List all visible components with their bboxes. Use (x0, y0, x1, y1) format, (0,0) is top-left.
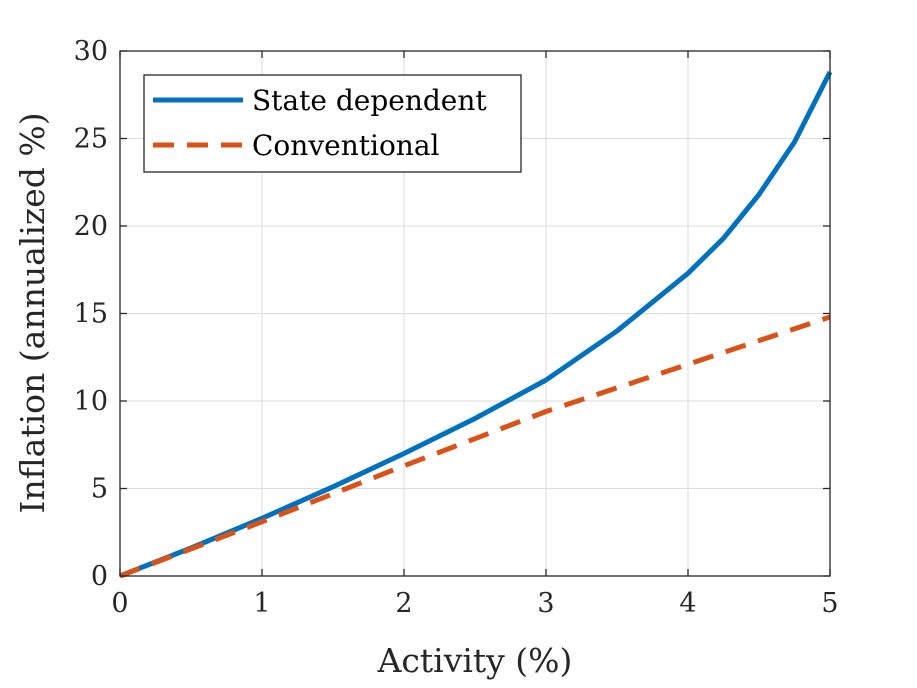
y-tick-label: 5 (91, 474, 108, 505)
x-tick-label: 2 (395, 588, 412, 619)
legend-label-state-dependent: State dependent (252, 84, 487, 117)
series-line-state-dependent (119, 70, 833, 579)
x-tick-label: 1 (253, 588, 270, 619)
y-tick-label: 25 (74, 124, 108, 155)
x-tick-label: 5 (821, 588, 838, 619)
legend-label-conventional: Conventional (252, 129, 440, 162)
x-tick-label: 4 (679, 588, 696, 619)
y-tick-label: 15 (74, 299, 108, 330)
y-tick-label: 20 (74, 211, 108, 242)
legend: State dependent Conventional (143, 74, 522, 173)
y-tick-label: 0 (91, 561, 108, 592)
x-tick-label: 3 (537, 588, 554, 619)
y-tick-label: 10 (74, 386, 108, 417)
series-layer (119, 70, 833, 579)
tick-labels: 0 1 2 3 4 5 0 5 10 15 20 25 30 (74, 36, 839, 619)
axis-ticks (119, 50, 831, 577)
y-tick-label: 30 (74, 36, 108, 67)
x-tick-label: 0 (111, 588, 128, 619)
legend-box (143, 74, 522, 173)
series-line-conventional (119, 314, 831, 579)
y-axis-title: Inflation (annualized %) (13, 112, 52, 513)
x-axis-title: Activity (%) (377, 641, 573, 680)
